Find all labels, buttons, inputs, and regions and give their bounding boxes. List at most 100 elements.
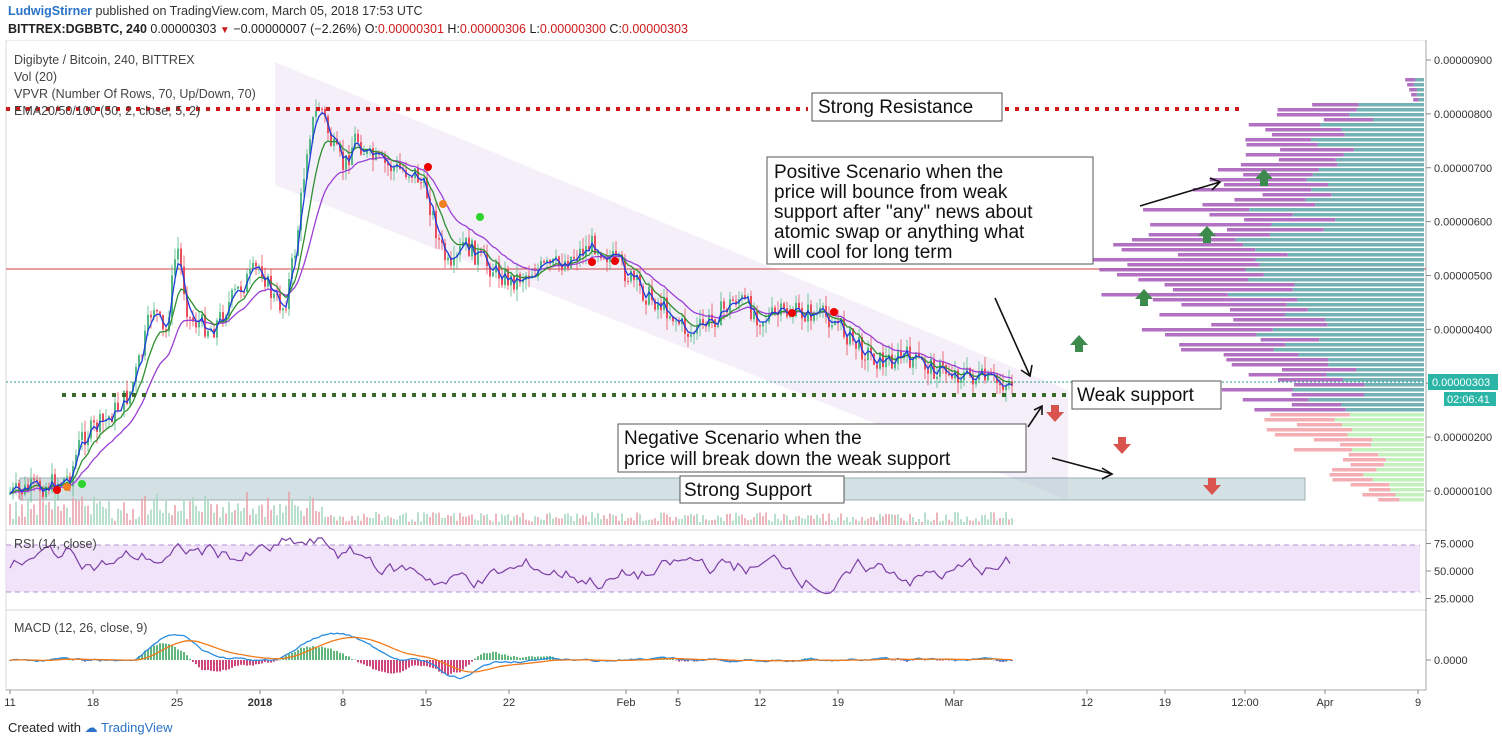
volume-bar xyxy=(765,512,767,525)
candle-body xyxy=(825,305,827,317)
vpvr-down-bar xyxy=(1264,418,1335,422)
candle-body xyxy=(693,333,695,335)
vpvr-up-bar xyxy=(1312,173,1424,177)
vpvr-down-bar xyxy=(1234,198,1306,202)
macd-histogram-bar xyxy=(381,660,383,672)
time-tick-label: Apr xyxy=(1316,697,1333,709)
volume-bar xyxy=(816,514,818,525)
rsi-label[interactable]: RSI (14, close) xyxy=(14,537,97,551)
vpvr-down-bar xyxy=(1099,268,1246,272)
volume-bar xyxy=(678,519,680,525)
legend-vol[interactable]: Vol (20) xyxy=(14,70,57,84)
time-tick-label: 12 xyxy=(754,697,766,709)
legend-vpvr[interactable]: VPVR (Number Of Rows, 70, Up/Down, 70) xyxy=(14,87,256,101)
vpvr-down-bar xyxy=(1226,228,1324,232)
candle-body xyxy=(807,304,809,322)
macd-pane[interactable] xyxy=(5,609,1427,691)
volume-bar xyxy=(597,513,599,525)
volume-bar xyxy=(747,520,749,525)
volume-bar xyxy=(330,514,332,525)
macd-histogram-bar xyxy=(948,660,950,661)
ema-cross-marker xyxy=(611,257,619,265)
candle-body xyxy=(522,279,524,283)
volume-bar xyxy=(372,518,374,525)
volume-bar xyxy=(504,515,506,525)
candle-body xyxy=(771,307,773,314)
volume-bar xyxy=(489,520,491,525)
macd-histogram-bar xyxy=(513,655,515,660)
candle-body xyxy=(864,359,866,361)
volume-bar xyxy=(753,516,755,525)
volume-bar xyxy=(621,513,623,525)
candle-body xyxy=(324,108,326,117)
volume-bar xyxy=(468,515,470,525)
volume-bar xyxy=(264,517,266,525)
timer-badge xyxy=(1444,392,1496,406)
price-axis-ticks: 0.00000900 0.00000800 0.00000700 0.00000600… xyxy=(1426,55,1492,498)
volume-bar xyxy=(693,515,695,525)
volume-bar xyxy=(756,513,758,525)
strong-support-box[interactable] xyxy=(679,475,845,504)
vpvr-down-bar xyxy=(1271,133,1345,137)
volume-bar xyxy=(588,521,590,525)
strong-resistance-box[interactable] xyxy=(811,92,1003,122)
volume-bar xyxy=(894,514,896,525)
vpvr-down-bar xyxy=(1246,143,1318,147)
tradingview-link[interactable]: TradingView xyxy=(101,720,173,735)
candle-body xyxy=(954,370,956,379)
author-link[interactable]: LudwigStirner xyxy=(8,4,93,18)
vpvr-down-bar xyxy=(1165,333,1257,337)
publish-text: published on TradingView.com, March 05, … xyxy=(95,4,423,18)
volume-bar xyxy=(957,512,959,525)
volume-bar xyxy=(900,517,902,525)
vpvr-down-bar xyxy=(1141,328,1273,332)
volume-bar xyxy=(408,521,410,525)
macd-label[interactable]: MACD (12, 26, close, 9) xyxy=(14,621,147,635)
volume-bar xyxy=(840,513,842,525)
descending-channel xyxy=(275,62,1068,500)
volume-bar xyxy=(132,508,134,525)
vpvr-up-bar xyxy=(1341,128,1424,132)
legend-ema[interactable]: EMA20/50/100 (50, 2, close, 5, 2) xyxy=(14,104,200,118)
legend-title[interactable]: Digibyte / Bitcoin, 240, BITTREX xyxy=(14,53,195,67)
positive-scenario-box[interactable] xyxy=(766,156,1094,265)
volume-bar xyxy=(453,513,455,525)
candle-body xyxy=(492,272,494,277)
macd-histogram-bar xyxy=(168,644,170,660)
macd-histogram-bar xyxy=(441,660,443,674)
volume-bar xyxy=(915,521,917,525)
vpvr-up-bar xyxy=(1335,218,1424,222)
volume-bar xyxy=(555,517,557,525)
volume-bar xyxy=(234,510,236,525)
macd-histogram-bar xyxy=(417,660,419,666)
ema-cross-marker xyxy=(63,483,71,491)
negative-scenario-box[interactable] xyxy=(617,423,1027,473)
volume-bar xyxy=(573,521,575,525)
candle-body xyxy=(540,260,542,269)
candle-body xyxy=(420,182,422,184)
macd-histogram-bar xyxy=(147,649,149,660)
vpvr-down-bar xyxy=(1277,108,1357,112)
vpvr-up-bar xyxy=(1364,383,1424,387)
candle-body xyxy=(573,256,575,259)
volume-bar xyxy=(33,504,35,525)
volume-bar xyxy=(384,517,386,525)
volume-bar xyxy=(129,519,131,525)
candle-body xyxy=(27,484,29,491)
symbol[interactable]: BITTREX:DGBBTC, 240 xyxy=(8,22,147,36)
candle-body xyxy=(342,151,344,170)
candle-body xyxy=(774,307,776,313)
macd-histogram-bar xyxy=(228,660,230,670)
chart-canvas[interactable]: Strong Resistance Positive Scenario when… xyxy=(0,40,1502,720)
macd-histogram-bar xyxy=(684,660,686,662)
vpvr-up-bar xyxy=(1272,328,1424,332)
volume-bar xyxy=(162,512,164,525)
weak-support-pointer-arrow xyxy=(994,297,1031,377)
volume-bar xyxy=(792,519,794,525)
candle-body xyxy=(243,292,245,294)
volume-bar xyxy=(345,521,347,525)
weak-support-box[interactable] xyxy=(1071,380,1222,410)
macd-histogram-bar xyxy=(210,660,212,671)
volume-bar xyxy=(660,512,662,525)
vpvr-up-bar xyxy=(1328,363,1424,367)
